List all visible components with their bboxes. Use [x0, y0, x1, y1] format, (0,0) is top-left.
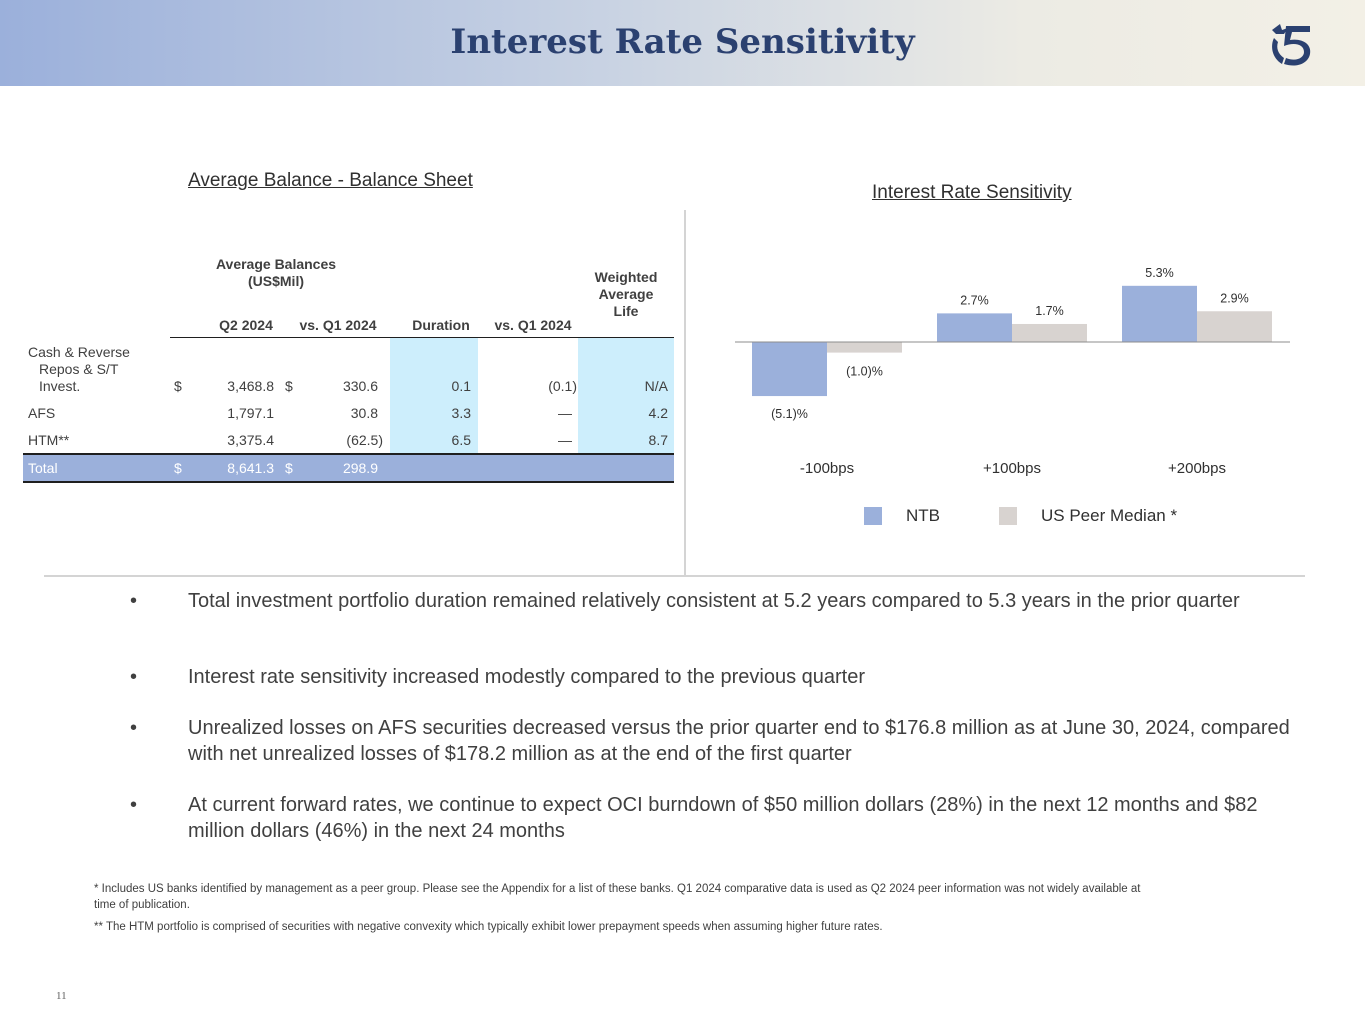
footnote-htm: ** The HTM portfolio is comprised of sec… [94, 921, 883, 933]
header-wal: Weighted Average Life [594, 269, 658, 319]
bank-logo-icon [1272, 24, 1311, 66]
legend-swatch-peer [999, 507, 1017, 525]
wal-value: N/A [644, 378, 668, 394]
bullet-text: Total investment portfolio duration rema… [188, 590, 1240, 612]
data-label: 2.9% [1220, 291, 1249, 305]
row-label-text: Cash & Reverse Repos & S/T Invest. [28, 344, 130, 394]
duration-value: 6.5 [451, 432, 471, 448]
bullet-symbol: • [130, 717, 138, 739]
header-underline [170, 337, 674, 338]
currency-symbol: $ [174, 378, 182, 394]
legend-label-peer: US Peer Median * [1041, 506, 1178, 525]
vs-q1-value: 30.8 [350, 405, 378, 421]
bullet-symbol: • [130, 794, 138, 816]
data-label: 1.7% [1035, 304, 1064, 318]
bullet-text: At current forward rates, we continue to… [188, 794, 1258, 842]
header-vs-q1: vs. Q1 2024 [299, 317, 377, 333]
table-section-title: Average Balance - Balance Sheet [188, 170, 473, 191]
header-banner [0, 0, 1365, 86]
x-tick-label: +200bps [1168, 460, 1226, 477]
data-label: (1.0)% [846, 365, 883, 379]
currency-symbol: $ [285, 378, 293, 394]
vs-q1-value: (62.5) [346, 432, 383, 448]
bar-peer-2 [1197, 311, 1272, 342]
duration-column-shade [390, 338, 478, 453]
wal-column-shade [578, 338, 674, 453]
page-number: 11 [56, 990, 67, 1002]
header-duration: Duration [412, 317, 470, 333]
x-tick-label: +100bps [983, 460, 1041, 477]
currency-symbol: $ [174, 460, 182, 476]
row-label-cash: Cash & Reverse Repos & S/T Invest. [28, 344, 148, 395]
total-q2-value: 8,641.3 [227, 460, 274, 476]
bullet-text: Interest rate sensitivity increased mode… [188, 666, 865, 688]
duration-value: 3.3 [451, 405, 471, 421]
header-duration-vs-q1: vs. Q1 2024 [494, 317, 572, 333]
data-label: (5.1)% [771, 407, 808, 421]
total-vs-q1-value: 298.9 [342, 460, 378, 476]
duration-vs-q1-value: — [558, 405, 572, 421]
bullet-symbol: • [130, 666, 138, 688]
page-title: Interest Rate Sensitivity [450, 22, 915, 62]
row-label-htm: HTM** [28, 432, 70, 448]
row-label-afs: AFS [28, 405, 56, 421]
duration-value: 0.1 [451, 378, 471, 394]
data-label: 2.7% [960, 293, 989, 307]
vertical-divider [684, 210, 686, 576]
duration-vs-q1-value: (0.1) [548, 378, 577, 394]
header-average-balances: Average Balances (US$Mil) [215, 256, 337, 289]
duration-vs-q1-value: — [558, 432, 572, 448]
header-q2: Q2 2024 [219, 317, 273, 333]
bar-ntb-0 [752, 342, 827, 397]
bar-peer-1 [1012, 323, 1087, 342]
bullet-symbol: • [130, 590, 138, 612]
footnote-peer: * Includes US banks identified by manage… [94, 883, 1141, 911]
bullet-text: Unrealized losses on AFS securities decr… [188, 717, 1290, 765]
bar-ntb-1 [937, 313, 1012, 342]
q2-value: 3,468.8 [227, 378, 274, 394]
bar-ntb-2 [1122, 285, 1197, 342]
wal-value: 4.2 [648, 405, 668, 421]
wal-value: 8.7 [648, 432, 668, 448]
q2-value: 3,375.4 [227, 432, 274, 448]
horizontal-divider [44, 575, 1305, 577]
chart-title: Interest Rate Sensitivity [872, 182, 1072, 203]
vs-q1-value: 330.6 [342, 378, 378, 394]
x-tick-label: -100bps [800, 460, 854, 477]
total-row: Total $ 8,641.3 $ 298.9 [23, 453, 674, 483]
legend-swatch-ntb [864, 507, 882, 525]
data-label: 5.3% [1145, 266, 1174, 280]
bar-peer-0 [827, 342, 902, 353]
legend-label-ntb: NTB [906, 506, 940, 525]
q2-value: 1,797.1 [227, 405, 274, 421]
currency-symbol: $ [285, 460, 293, 476]
total-label: Total [28, 460, 58, 476]
interest-rate-chart: (5.1)% (1.0)% -100bps 2.7% 1.7% +100bps 5.3% 2.… [735, 266, 1290, 477]
